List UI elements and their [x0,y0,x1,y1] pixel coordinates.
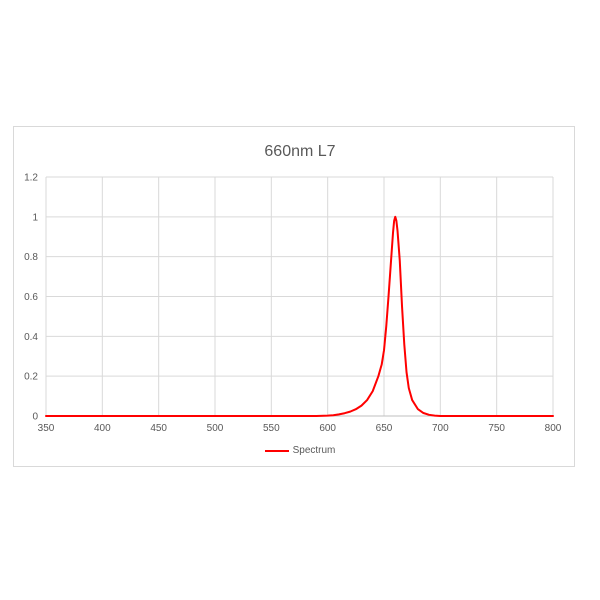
y-tick-label: 1.2 [24,173,38,184]
x-tick-label: 750 [488,423,505,434]
chart-title: 660nm L7 [264,143,336,160]
y-tick-label: 0.8 [24,252,38,263]
x-tick-label: 800 [545,423,562,434]
legend: Spectrum [0,445,600,456]
x-tick-label: 600 [319,423,336,434]
y-tick-label: 0 [32,412,38,423]
y-tick-label: 0.6 [24,292,38,303]
series-line-spectrum [45,215,554,417]
y-tick-label: 0.4 [24,332,38,343]
gridlines [45,176,554,417]
x-tick-labels: 350 400 450 500 550 600 650 700 750 800 [38,423,562,434]
x-tick-label: 350 [38,423,55,434]
series-layer [45,215,554,417]
y-axis: 0 0.2 0.4 0.6 0.8 1 1.2 [24,173,38,423]
x-tick-label: 450 [150,423,167,434]
legend-label-spectrum: Spectrum [292,445,336,456]
y-tick-label: 0.2 [24,372,38,383]
x-tick-label: 550 [263,423,280,434]
y-tick-label: 1 [32,212,38,223]
x-tick-label: 700 [432,423,449,434]
x-tick-label: 500 [207,423,224,434]
x-tick-label: 400 [94,423,111,434]
x-tick-label: 650 [376,423,393,434]
legend-swatch-spectrum [264,449,289,452]
